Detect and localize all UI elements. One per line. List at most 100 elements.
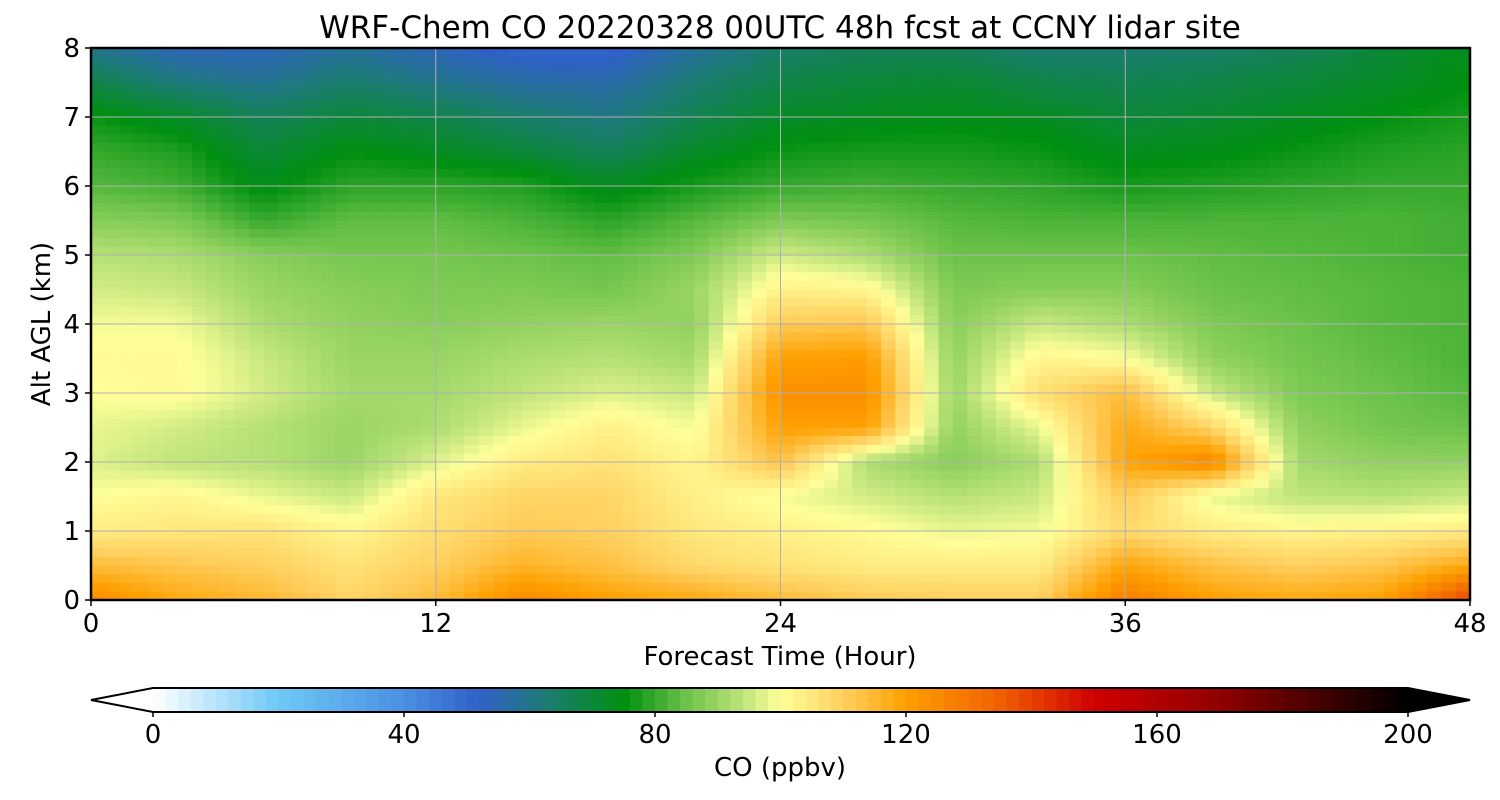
field-cell xyxy=(1383,246,1399,256)
field-cell xyxy=(507,160,523,170)
field-cell xyxy=(550,349,566,360)
field-cell xyxy=(981,341,997,351)
field-cell xyxy=(507,82,523,92)
field-cell xyxy=(981,220,997,230)
field-cell xyxy=(1426,56,1442,66)
field-cell xyxy=(1412,272,1428,282)
field-cell xyxy=(837,56,853,66)
field-cell xyxy=(823,315,839,325)
field-cell xyxy=(1268,168,1284,178)
field-cell xyxy=(493,418,509,429)
field-cell xyxy=(737,410,753,420)
field-cell xyxy=(249,177,264,187)
field-cell xyxy=(277,453,293,463)
field-cell xyxy=(1197,99,1213,109)
field-cell xyxy=(378,134,394,144)
field-cell xyxy=(723,315,738,325)
field-cell xyxy=(579,324,595,334)
field-cell xyxy=(119,470,135,480)
field-cell xyxy=(852,393,868,403)
field-cell xyxy=(794,108,810,118)
field-cell xyxy=(1383,315,1399,325)
field-cell xyxy=(579,142,595,153)
field-cell xyxy=(622,315,638,325)
field-cell xyxy=(665,306,681,316)
field-cell xyxy=(1369,177,1385,187)
field-cell xyxy=(565,306,580,316)
field-cell xyxy=(1153,194,1169,204)
field-cell xyxy=(249,453,264,463)
field-cell xyxy=(450,427,466,437)
field-cell xyxy=(91,134,106,144)
field-cell xyxy=(1340,367,1356,377)
field-cell xyxy=(895,280,911,291)
field-cell xyxy=(507,117,523,127)
field-cell xyxy=(536,418,552,429)
field-cell xyxy=(1211,349,1227,360)
field-cell xyxy=(1268,263,1284,273)
field-cell xyxy=(507,194,523,204)
field-cell xyxy=(1211,263,1227,273)
field-cell xyxy=(1125,272,1141,282)
field-cell xyxy=(981,462,997,472)
field-cell xyxy=(751,203,767,213)
field-cell xyxy=(1283,211,1299,222)
field-cell xyxy=(1182,168,1198,178)
field-cell xyxy=(651,220,667,230)
field-cell xyxy=(493,332,509,342)
field-cell xyxy=(1197,462,1213,472)
field-cell xyxy=(938,436,954,446)
field-cell xyxy=(464,453,480,463)
field-cell xyxy=(636,280,652,291)
field-cell xyxy=(1067,324,1083,334)
field-cell xyxy=(205,315,221,325)
field-cell xyxy=(220,410,236,420)
field-cell xyxy=(1268,255,1284,265)
field-cell xyxy=(450,82,466,92)
field-cell xyxy=(1441,410,1457,420)
field-cell xyxy=(938,255,954,265)
field-cell xyxy=(1383,125,1399,135)
field-cell xyxy=(1197,487,1213,498)
field-cell xyxy=(1398,427,1414,437)
field-cell xyxy=(995,418,1011,429)
field-cell xyxy=(895,315,911,325)
field-cell xyxy=(148,479,164,489)
field-cell xyxy=(234,255,250,265)
field-cell xyxy=(622,324,638,334)
field-cell xyxy=(320,341,336,351)
field-cell xyxy=(1139,444,1155,454)
field-cell xyxy=(263,160,279,170)
field-cell xyxy=(1225,479,1241,489)
field-cell xyxy=(967,367,983,377)
field-cell xyxy=(852,117,868,127)
field-cell xyxy=(378,384,394,394)
field-cell xyxy=(1139,427,1155,437)
field-cell xyxy=(924,375,940,385)
field-cell xyxy=(780,306,796,316)
field-cell xyxy=(823,453,839,463)
field-cell xyxy=(306,82,322,92)
field-cell xyxy=(995,263,1011,273)
field-cell xyxy=(708,289,724,299)
field-cell xyxy=(320,65,336,75)
field-cell xyxy=(636,341,652,351)
field-cell xyxy=(1426,332,1442,342)
field-cell xyxy=(335,367,351,377)
field-cell xyxy=(1168,99,1184,109)
field-cell xyxy=(952,48,968,58)
field-cell xyxy=(205,341,221,351)
field-cell xyxy=(507,142,523,153)
field-cell xyxy=(1096,125,1112,135)
field-cell xyxy=(837,487,853,498)
field-cell xyxy=(249,220,264,230)
field-cell xyxy=(967,168,983,178)
field-cell xyxy=(234,142,250,153)
field-cell xyxy=(1311,367,1327,377)
field-cell xyxy=(1139,229,1155,239)
field-cell xyxy=(550,410,566,420)
field-cell xyxy=(392,393,408,403)
field-cell xyxy=(766,298,782,308)
field-cell xyxy=(636,272,652,282)
field-cell xyxy=(220,280,236,291)
